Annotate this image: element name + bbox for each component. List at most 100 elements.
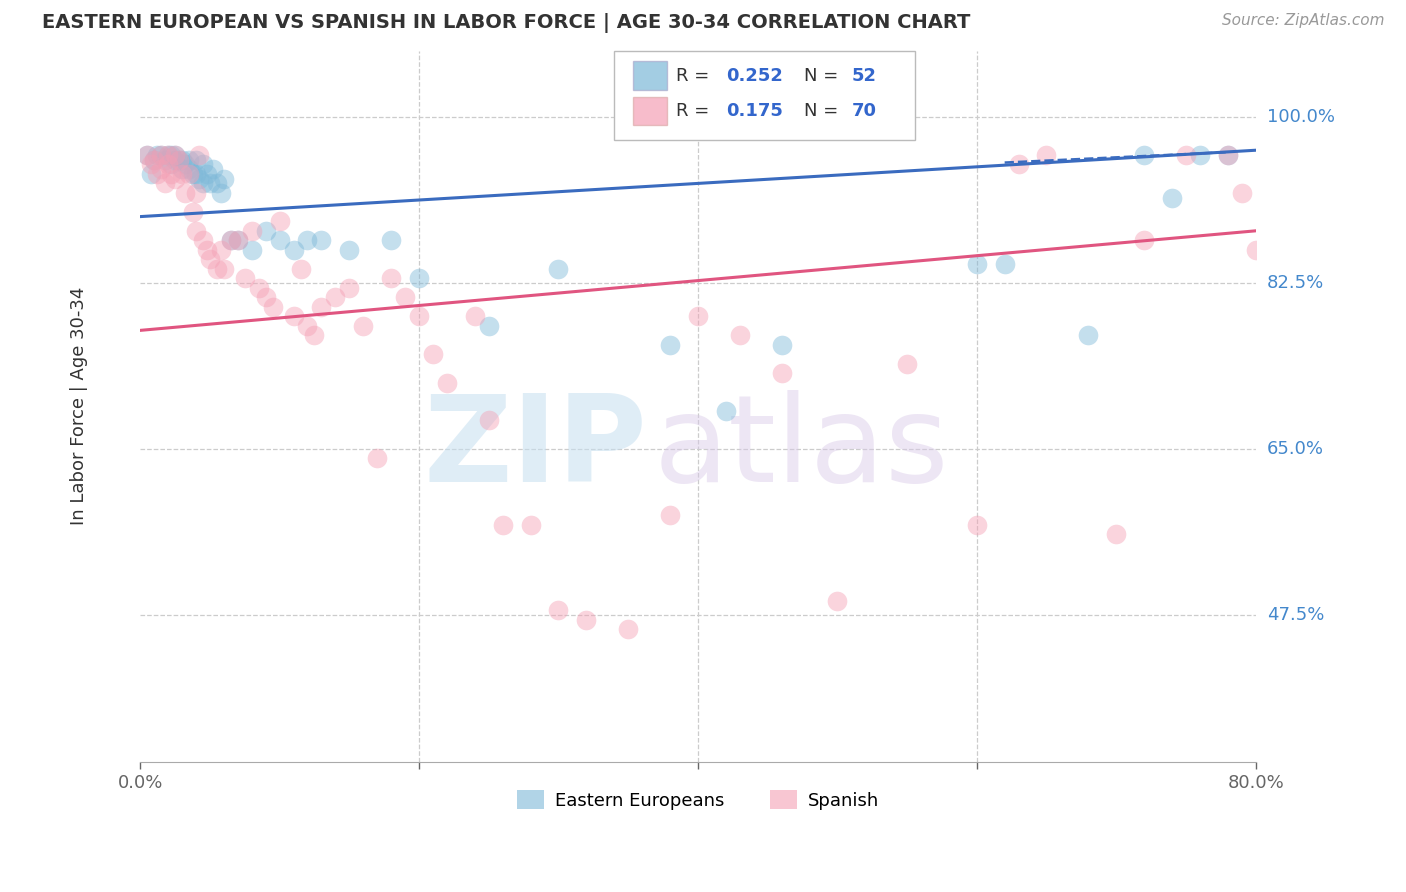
Point bbox=[155, 153, 177, 167]
Point bbox=[177, 153, 200, 167]
Point bbox=[519, 517, 541, 532]
Text: R =: R = bbox=[676, 67, 709, 85]
Point bbox=[150, 148, 173, 162]
Text: 0.175: 0.175 bbox=[725, 102, 783, 120]
Point bbox=[170, 153, 193, 167]
Point bbox=[163, 171, 186, 186]
Text: 100.0%: 100.0% bbox=[1267, 108, 1334, 126]
Text: 70: 70 bbox=[852, 102, 877, 120]
Point bbox=[966, 257, 988, 271]
Point bbox=[205, 261, 228, 276]
Point bbox=[209, 243, 232, 257]
Point bbox=[247, 281, 270, 295]
Text: 65.0%: 65.0% bbox=[1267, 440, 1324, 458]
Point bbox=[311, 233, 333, 247]
Point bbox=[157, 148, 180, 162]
Point bbox=[547, 603, 569, 617]
Text: Source: ZipAtlas.com: Source: ZipAtlas.com bbox=[1222, 13, 1385, 29]
Point bbox=[191, 177, 214, 191]
Point bbox=[478, 318, 501, 333]
Point bbox=[209, 186, 232, 200]
Point bbox=[160, 148, 183, 162]
Point bbox=[422, 347, 444, 361]
Point bbox=[167, 153, 190, 167]
Point bbox=[547, 261, 569, 276]
Point bbox=[212, 261, 235, 276]
Point bbox=[394, 290, 416, 304]
Point bbox=[226, 233, 249, 247]
Text: 47.5%: 47.5% bbox=[1267, 606, 1324, 624]
Point bbox=[827, 593, 849, 607]
Point bbox=[212, 171, 235, 186]
Point bbox=[191, 157, 214, 171]
Point bbox=[143, 153, 166, 167]
Point bbox=[1244, 243, 1267, 257]
Point bbox=[464, 309, 486, 323]
Point bbox=[240, 243, 263, 257]
Point bbox=[408, 309, 430, 323]
Text: In Labor Force | Age 30-34: In Labor Force | Age 30-34 bbox=[70, 287, 87, 525]
Point bbox=[150, 148, 173, 162]
Point bbox=[160, 167, 183, 181]
Point bbox=[157, 148, 180, 162]
Point bbox=[297, 233, 319, 247]
Point bbox=[770, 366, 793, 380]
Point bbox=[219, 233, 242, 247]
Point bbox=[436, 376, 458, 390]
Point bbox=[290, 261, 312, 276]
Point bbox=[337, 281, 360, 295]
Point bbox=[143, 153, 166, 167]
Point bbox=[262, 300, 284, 314]
Point bbox=[141, 167, 163, 181]
Point bbox=[173, 186, 195, 200]
Point bbox=[380, 271, 402, 285]
Point bbox=[163, 153, 186, 167]
Point bbox=[184, 153, 207, 167]
Point bbox=[136, 148, 159, 162]
Text: ZIP: ZIP bbox=[425, 391, 648, 508]
Point bbox=[1161, 191, 1184, 205]
Text: N =: N = bbox=[804, 102, 838, 120]
FancyBboxPatch shape bbox=[633, 62, 666, 90]
Point bbox=[173, 157, 195, 171]
Point bbox=[146, 148, 169, 162]
Point bbox=[1133, 148, 1156, 162]
Point bbox=[686, 309, 709, 323]
FancyBboxPatch shape bbox=[633, 97, 666, 126]
Point bbox=[160, 157, 183, 171]
Point bbox=[1105, 527, 1128, 541]
Point bbox=[492, 517, 515, 532]
Point bbox=[1007, 157, 1029, 171]
Point bbox=[269, 214, 291, 228]
Point bbox=[226, 233, 249, 247]
Point bbox=[283, 243, 305, 257]
Point bbox=[1077, 328, 1099, 343]
Point bbox=[659, 508, 682, 523]
Point bbox=[283, 309, 305, 323]
Point bbox=[1216, 148, 1239, 162]
Point bbox=[184, 186, 207, 200]
Point bbox=[254, 290, 277, 304]
Point bbox=[170, 167, 193, 181]
Point bbox=[201, 162, 224, 177]
Point bbox=[155, 177, 177, 191]
Text: 52: 52 bbox=[852, 67, 877, 85]
Point bbox=[380, 233, 402, 247]
FancyBboxPatch shape bbox=[614, 51, 915, 139]
Point bbox=[163, 148, 186, 162]
Point bbox=[1174, 148, 1197, 162]
Point bbox=[311, 300, 333, 314]
Point bbox=[184, 224, 207, 238]
Text: 82.5%: 82.5% bbox=[1267, 274, 1324, 292]
Point bbox=[337, 243, 360, 257]
Point bbox=[254, 224, 277, 238]
Point bbox=[896, 357, 918, 371]
Point bbox=[297, 318, 319, 333]
Point bbox=[366, 451, 388, 466]
Point bbox=[170, 162, 193, 177]
Point bbox=[136, 148, 159, 162]
Point bbox=[1216, 148, 1239, 162]
Point bbox=[714, 404, 737, 418]
Point bbox=[141, 157, 163, 171]
Point bbox=[187, 148, 209, 162]
